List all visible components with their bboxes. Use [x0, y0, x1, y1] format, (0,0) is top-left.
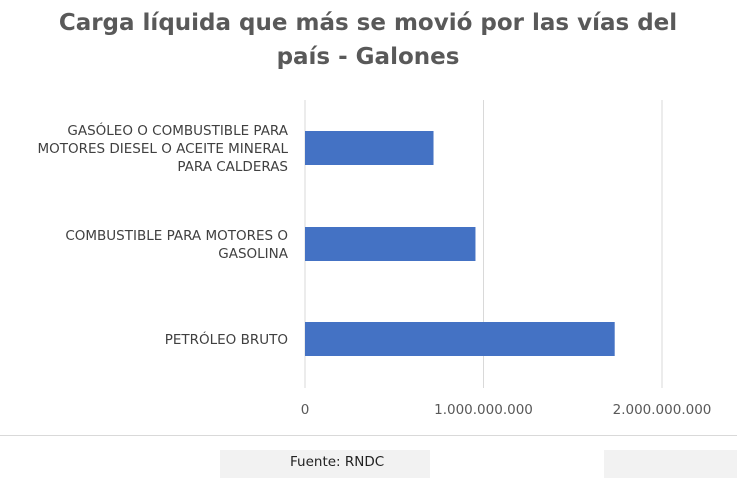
category-label: MOTORES DIESEL O ACEITE MINERAL — [37, 141, 288, 157]
source-footer: Fuente: RNDC — [0, 435, 737, 479]
source-background — [220, 450, 430, 478]
x-tick-label: 2.000.000.000 — [613, 402, 712, 418]
bar-chart: Carga líquida que más se movió por las v… — [37, 10, 712, 418]
chart-title-line: Carga líquida que más se movió por las v… — [59, 10, 677, 36]
source-background-right — [604, 450, 737, 478]
category-label: PARA CALDERAS — [177, 159, 288, 175]
bar — [305, 322, 615, 356]
bar — [305, 131, 434, 165]
source-text: Fuente: RNDC — [290, 454, 385, 470]
category-label: COMBUSTIBLE PARA MOTORES O — [65, 228, 288, 244]
divider — [0, 435, 737, 436]
x-tick-label: 1.000.000.000 — [434, 402, 533, 418]
chart-title-line: país - Galones — [277, 44, 460, 70]
x-tick-label: 0 — [301, 402, 310, 418]
bar — [305, 227, 476, 261]
category-label: PETRÓLEO BRUTO — [165, 330, 288, 348]
category-label: GASOLINA — [218, 246, 288, 262]
category-label: GASÓLEO O COMBUSTIBLE PARA — [67, 121, 288, 139]
